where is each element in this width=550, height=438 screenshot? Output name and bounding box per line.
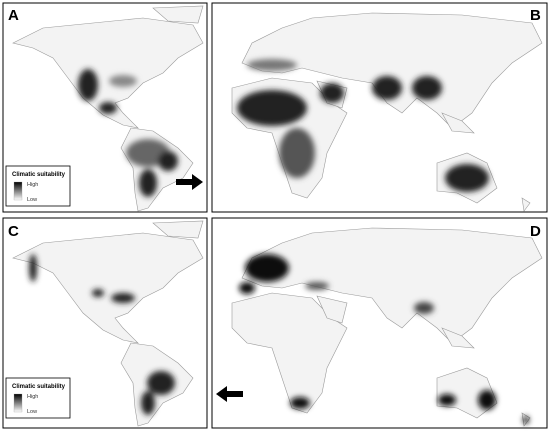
map	[231, 12, 543, 212]
legend-title: Climatic suitability	[12, 172, 66, 178]
arrow	[176, 174, 203, 190]
map	[12, 5, 204, 212]
panel-b: B	[211, 2, 548, 213]
panel-a: A Climatic suitability High Low	[2, 2, 208, 213]
legend: Climatic suitability High Low	[5, 377, 71, 419]
panel-label: D	[530, 223, 541, 240]
panel-c: C Climatic suitability High Low	[2, 217, 208, 429]
legend: Climatic suitability High Low	[5, 165, 71, 207]
panel-label: A	[8, 7, 19, 24]
legend-low: Low	[27, 197, 37, 203]
map	[12, 220, 204, 427]
legend-high: High	[27, 182, 38, 188]
legend-low: Low	[27, 409, 37, 415]
map	[231, 227, 543, 427]
panel-d: D	[211, 217, 548, 429]
legend-high: High	[27, 394, 38, 400]
panel-label: B	[530, 7, 541, 24]
legend-title: Climatic suitability	[12, 384, 66, 390]
arrow	[216, 386, 243, 402]
panel-label: C	[8, 223, 19, 240]
